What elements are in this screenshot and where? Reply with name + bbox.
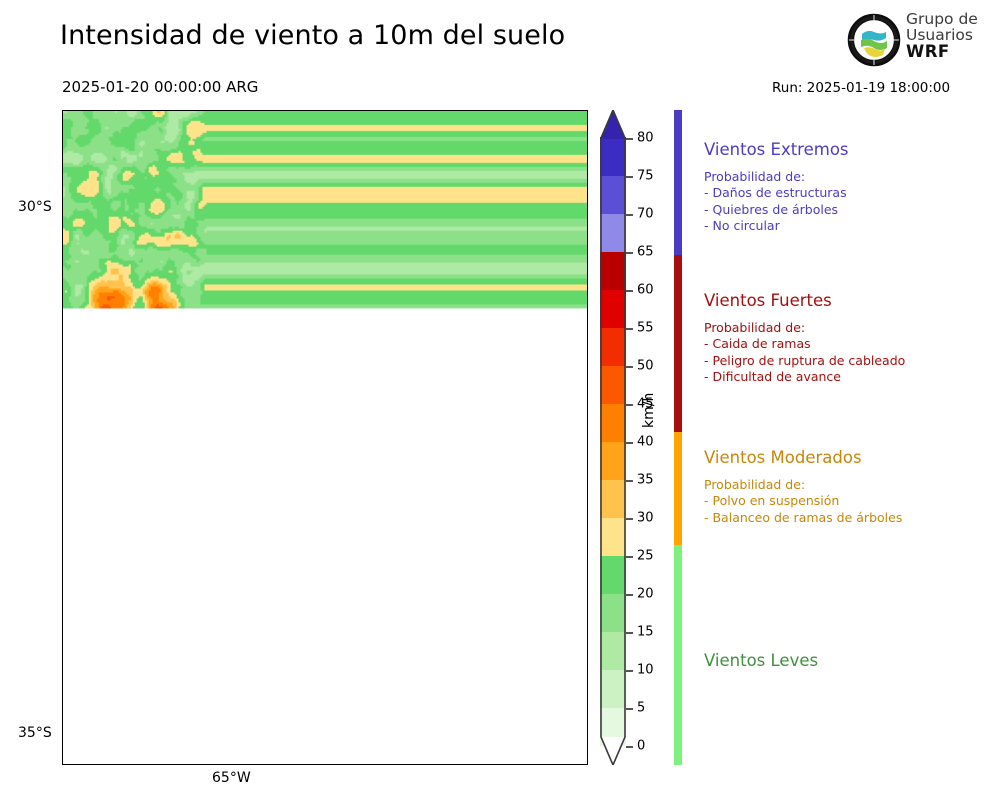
logo-line-3: WRF: [906, 41, 950, 61]
page-title: Intensidad de viento a 10m del suelo: [60, 20, 566, 51]
colorbar-tick-label: 65: [637, 244, 654, 260]
colorbar-band: [600, 479, 626, 518]
colorbar-tick-label: 15: [637, 624, 654, 640]
legend-item: - Dificultad de avance: [704, 368, 841, 384]
colorbar-band: [600, 213, 626, 252]
legend-color-bar-leves: [674, 545, 682, 765]
legend-title-moderados: Vientos Moderados: [704, 448, 862, 467]
colorbar-tick: [626, 594, 633, 596]
colorbar-band: [600, 517, 626, 556]
legend-category-extremos: Vientos Extremos Probabilidad de: - Daños …: [704, 140, 994, 234]
colorbar-tick: [626, 518, 633, 520]
colorbar-axis: 0 5 10 15 20 25 30 35 40 45 50 55 60 65 70 75 80: [626, 110, 672, 765]
colorbar-band: [600, 289, 626, 328]
colorbar-band: [600, 175, 626, 214]
colorbar-band: [600, 593, 626, 632]
colorbar-tick-label: 40: [637, 434, 654, 450]
colorbar-band: [600, 251, 626, 290]
colorbar: 0 5 10 15 20 25 30 35 40 45 50 55 60 65 70 75 80: [600, 110, 654, 766]
legend-item: - Daños de estructuras: [704, 185, 847, 201]
colorbar-band: [600, 669, 626, 708]
legend-category-fuertes: Vientos Fuertes Probabilidad de: - Caida d…: [704, 291, 994, 385]
legend-title-fuertes: Vientos Fuertes: [704, 291, 832, 310]
colorbar-band: [600, 555, 626, 594]
colorbar-tick-label: 80: [637, 130, 654, 146]
legend-item: - Caida de ramas: [704, 336, 811, 352]
legend-details-moderados: Probabilidad de: - Polvo en suspensión - B…: [704, 477, 994, 526]
logo-line-1: Grupo de: [906, 10, 978, 28]
legend-color-bar-fuertes: [674, 255, 682, 432]
logo-line-2: Usuarios: [906, 25, 973, 44]
colorbar-tick: [626, 632, 633, 634]
colorbar-bottom-arrow: [600, 737, 626, 766]
colorbar-tick-label: 60: [637, 282, 654, 298]
colorbar-tick-label: 45: [637, 396, 654, 412]
colorbar-band: [600, 137, 626, 176]
legend-subtitle: Probabilidad de:: [704, 477, 806, 492]
run-time-label: Run: 2025-01-19 18:00:00: [772, 80, 951, 96]
colorbar-tick-label: 70: [637, 206, 654, 222]
colorbar-band: [600, 403, 626, 442]
lat-label-30s: 30°S: [18, 199, 52, 215]
colorbar-top-arrow: [600, 110, 626, 139]
globe-emblem-icon: [847, 13, 901, 67]
legend-item: - No circular: [704, 217, 780, 233]
colorbar-tick-label: 0: [637, 738, 646, 754]
legend-color-bar-moderados: [674, 432, 682, 545]
colorbar-tick: [626, 176, 633, 178]
legend-details-fuertes: Probabilidad de: - Caida de ramas - Peligr…: [704, 320, 994, 385]
legend-item: - Balanceo de ramas de árboles: [704, 509, 903, 525]
colorbar-tick: [626, 290, 633, 292]
colorbar-tick-label: 75: [637, 168, 654, 184]
colorbar-tick: [626, 214, 633, 216]
legend-details-extremos: Probabilidad de: - Daños de estructuras - …: [704, 169, 994, 234]
colorbar-tick-label: 35: [637, 472, 654, 488]
wrf-user-group-logo: Grupo de Usuarios WRF: [846, 10, 996, 72]
colorbar-unit-label: km/h: [641, 392, 657, 428]
colorbar-tick: [626, 480, 633, 482]
legend-title-leves: Vientos Leves: [704, 651, 819, 670]
colorbar-tick: [626, 328, 633, 330]
legend-item: - Polvo en suspensión: [704, 493, 840, 509]
wind-field-canvas: [63, 111, 587, 764]
colorbar-tick-label: 25: [637, 548, 654, 564]
lat-label-35s: 35°S: [18, 725, 52, 741]
colorbar-band: [600, 441, 626, 480]
legend-item: - Quiebres de árboles: [704, 201, 839, 217]
colorbar-tick: [626, 442, 633, 444]
colorbar-tick-label: 5: [637, 700, 646, 716]
valid-time-label: 2025-01-20 00:00:00 ARG: [62, 78, 259, 96]
colorbar-tick: [626, 404, 633, 406]
legend-color-bar-extremos: [674, 110, 682, 255]
colorbar-tick: [626, 708, 633, 710]
colorbar-tick-label: 30: [637, 510, 654, 526]
legend-category-leves: Vientos Leves: [704, 651, 994, 680]
lon-label-65w: 65°W: [212, 770, 251, 786]
colorbar-tick-label: 55: [637, 320, 654, 336]
legend-subtitle: Probabilidad de:: [704, 320, 806, 335]
colorbar-tick: [626, 670, 633, 672]
legend-title-extremos: Vientos Extremos: [704, 140, 849, 159]
colorbar-tick: [626, 556, 633, 558]
colorbar-tick: [626, 366, 633, 368]
wind-category-legend: Vientos Extremos Probabilidad de: - Daños …: [674, 110, 994, 765]
colorbar-body: [600, 137, 626, 746]
colorbar-tick: [626, 138, 633, 140]
colorbar-band: [600, 327, 626, 366]
colorbar-tick: [626, 746, 633, 748]
legend-item: - Peligro de ruptura de cableado: [704, 352, 906, 368]
colorbar-tick: [626, 252, 633, 254]
colorbar-tick-label: 10: [637, 662, 654, 678]
colorbar-band: [600, 365, 626, 404]
colorbar-tick-label: 20: [637, 586, 654, 602]
legend-subtitle: Probabilidad de:: [704, 169, 806, 184]
colorbar-tick-label: 50: [637, 358, 654, 374]
wind-speed-map[interactable]: [62, 110, 588, 765]
logo-text: Grupo de Usuarios WRF: [906, 10, 978, 61]
legend-category-moderados: Vientos Moderados Probabilidad de: - Polvo…: [704, 448, 994, 526]
colorbar-band: [600, 631, 626, 670]
